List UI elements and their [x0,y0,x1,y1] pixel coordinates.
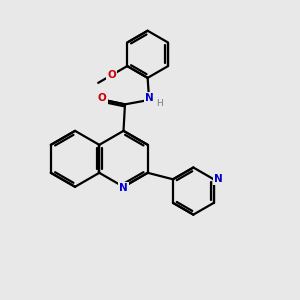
Text: N: N [214,174,222,184]
Text: H: H [156,99,163,108]
Text: O: O [98,94,107,103]
Text: N: N [145,93,154,103]
Text: N: N [119,183,128,193]
Text: O: O [107,70,116,80]
